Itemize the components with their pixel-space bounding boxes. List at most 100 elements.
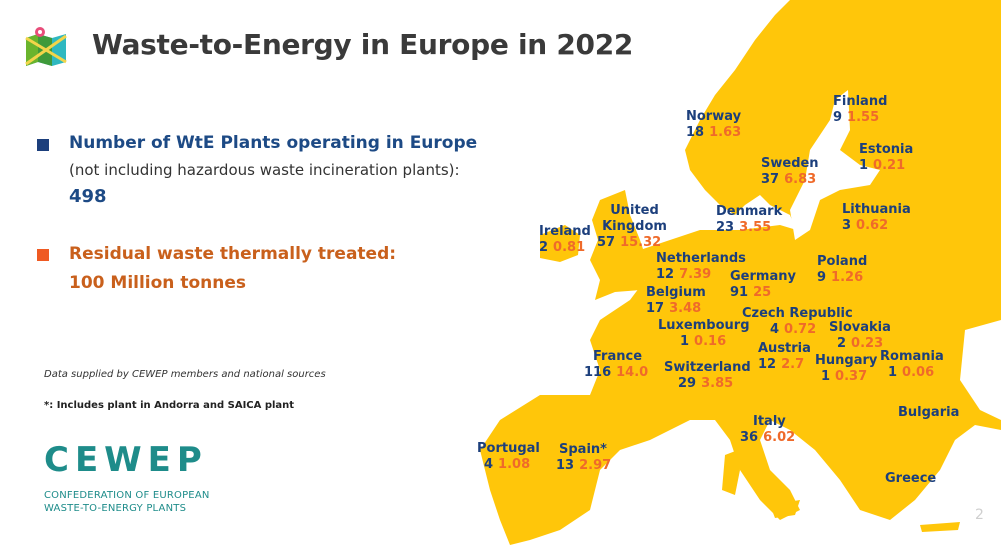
country-label-france: France 116 14.0 <box>584 349 648 381</box>
country-name: France <box>593 349 643 364</box>
waste-bullet <box>37 249 49 261</box>
country-label-greece: Greece <box>885 471 936 487</box>
country-label-luxembourg: Luxembourg 1 0.16 <box>658 318 750 350</box>
waste-value: 25 <box>753 285 772 300</box>
country-name: Lithuania <box>842 202 911 217</box>
country-label-romania: Romania 1 0.06 <box>880 349 944 381</box>
country-name: Hungary <box>815 353 878 368</box>
country-name: Spain* <box>559 442 607 457</box>
plants-count: 57 <box>597 235 616 250</box>
cewep-logo-subtitle: CONFEDERATION OF EUROPEAN WASTE-TO-ENERG… <box>44 489 210 515</box>
plants-count: 29 <box>678 376 697 391</box>
country-name: Estonia <box>859 142 914 157</box>
waste-value: 0.16 <box>694 334 727 349</box>
country-label-sweden: Sweden 37 6.83 <box>761 156 819 188</box>
country-name: Luxembourg <box>658 318 750 333</box>
country-label-estonia: Estonia 1 0.21 <box>859 142 913 174</box>
plants-count: 116 <box>584 365 612 380</box>
country-label-belgium: Belgium 17 3.48 <box>646 285 706 317</box>
plants-count: 4 <box>484 457 494 472</box>
country-label-hungary: Hungary 1 0.37 <box>815 353 877 385</box>
plants-heading: Number of WtE Plants operating in Europe <box>69 133 478 153</box>
country-label-united-kingdom: United Kingdom 57 15.32 <box>597 203 672 251</box>
country-name: Sweden <box>761 156 819 171</box>
country-label-switzerland: Switzerland 29 3.85 <box>664 360 751 392</box>
plants-count: 3 <box>842 218 852 233</box>
country-label-czech-republic: Czech Republic 4 0.72 <box>742 306 853 338</box>
waste-value: 15.32 <box>620 235 662 250</box>
country-label-portugal: Portugal 4 1.08 <box>477 441 540 473</box>
plants-count: 2 <box>539 240 549 255</box>
waste-value: 1.26 <box>831 270 864 285</box>
country-name: Finland <box>833 94 888 109</box>
country-name: Netherlands <box>656 251 746 266</box>
plants-count: 23 <box>716 220 735 235</box>
country-name: Denmark <box>716 204 783 219</box>
waste-value: 0.72 <box>784 322 817 337</box>
plants-count: 37 <box>761 172 780 187</box>
country-label-austria: Austria 12 2.7 <box>758 341 811 373</box>
country-name: Belgium <box>646 285 706 300</box>
plants-count: 12 <box>656 267 675 282</box>
country-name: Norway <box>686 109 742 124</box>
plants-count: 1 <box>888 365 898 380</box>
page-number: 2 <box>975 507 984 523</box>
plants-count: 1 <box>859 158 869 173</box>
country-label-germany: Germany 91 25 <box>730 269 796 301</box>
waste-heading: Residual waste thermally treated: <box>69 244 397 264</box>
plants-count: 4 <box>770 322 780 337</box>
country-label-finland: Finland 9 1.55 <box>833 94 887 126</box>
plants-count: 1 <box>821 369 831 384</box>
country-label-netherlands: Netherlands 12 7.39 <box>656 251 746 283</box>
country-label-poland: Poland 9 1.26 <box>817 254 867 286</box>
country-name: Italy <box>753 414 786 429</box>
country-name: Germany <box>730 269 796 284</box>
country-label-lithuania: Lithuania 3 0.62 <box>842 202 911 234</box>
waste-value: 6.02 <box>763 430 796 445</box>
waste-value: 6.83 <box>784 172 817 187</box>
waste-value: 0.37 <box>835 369 868 384</box>
country-label-norway: Norway 18 1.63 <box>686 109 741 141</box>
waste-value: 1.08 <box>498 457 531 472</box>
country-name: United Kingdom <box>602 203 667 234</box>
plants-count: 9 <box>817 270 827 285</box>
country-label-italy: Italy 36 6.02 <box>740 414 795 446</box>
waste-value: 0.81 <box>553 240 586 255</box>
logo-line-2: WASTE-TO-ENERGY PLANTS <box>44 503 187 514</box>
plants-count: 9 <box>833 110 843 125</box>
country-name: Switzerland <box>664 360 751 375</box>
country-label-denmark: Denmark 23 3.55 <box>716 204 782 236</box>
plants-count: 18 <box>686 125 705 140</box>
plants-count: 13 <box>556 458 575 473</box>
country-label-ireland: Ireland 2 0.81 <box>539 224 591 256</box>
waste-value: 0.21 <box>873 158 906 173</box>
plants-count: 36 <box>740 430 759 445</box>
country-label-bulgaria: Bulgaria <box>898 405 959 421</box>
plants-bullet <box>37 139 49 151</box>
waste-value: 2.7 <box>781 357 805 372</box>
waste-value: 1.55 <box>847 110 880 125</box>
waste-value: 0.06 <box>902 365 935 380</box>
country-name: Ireland <box>539 224 591 239</box>
asterisk-note: *: Includes plant in Andorra and SAICA p… <box>44 400 295 411</box>
waste-value: 7.39 <box>679 267 712 282</box>
page-title: Waste-to-Energy in Europe in 2022 <box>92 28 634 61</box>
country-name: Czech Republic <box>742 306 853 321</box>
country-name: Greece <box>885 471 937 486</box>
logo-line-1: CONFEDERATION OF EUROPEAN <box>44 490 210 501</box>
waste-value: 2.97 <box>579 458 612 473</box>
country-name: Austria <box>758 341 811 356</box>
country-name: Poland <box>817 254 868 269</box>
cewep-logo: CEWEP <box>44 440 208 480</box>
waste-value: 100 Million tonnes <box>69 273 246 293</box>
country-label-slovakia: Slovakia 2 0.23 <box>829 320 891 352</box>
plants-count: 2 <box>837 336 847 351</box>
plants-count: 91 <box>730 285 749 300</box>
map-pin-icon <box>24 26 68 68</box>
country-name: Bulgaria <box>898 405 960 420</box>
waste-value: 14.0 <box>616 365 649 380</box>
waste-value: 1.63 <box>709 125 742 140</box>
waste-value: 3.85 <box>701 376 734 391</box>
plants-count: 12 <box>758 357 777 372</box>
